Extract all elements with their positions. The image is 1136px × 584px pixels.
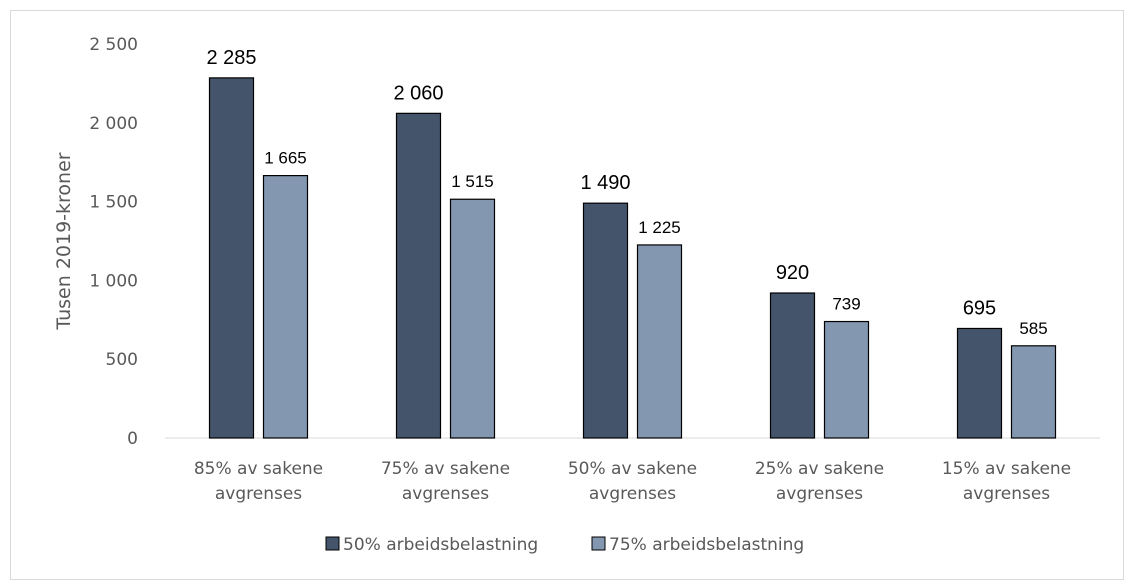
x-tick-label: 75% av sakene avgrenses	[381, 459, 510, 504]
x-tick-label: 15% av sakene avgrenses	[942, 459, 1071, 504]
x-tick-label: 50% av sakene avgrenses	[568, 459, 697, 504]
bar-series2	[449, 198, 496, 439]
data-label: 739	[832, 295, 860, 314]
x-tick-label-line: avgrenses	[963, 484, 1050, 504]
data-label: 1 665	[264, 149, 307, 168]
y-tick-label: 1 000	[89, 271, 138, 291]
bar-series2	[823, 320, 870, 439]
legend-swatch	[325, 536, 340, 551]
legend-label: 75% arbeidsbelastning	[609, 535, 804, 555]
data-label: 695	[963, 297, 996, 319]
y-tick-label: 1 500	[89, 193, 138, 213]
data-label: 2 285	[206, 47, 256, 69]
data-label: 2 060	[393, 82, 443, 104]
y-tick-label: 500	[106, 350, 138, 370]
x-tick-label: 85% av sakene avgrenses	[194, 459, 323, 504]
x-tick-label-line: 85% av sakene	[194, 459, 323, 479]
x-tick-label-line: 25% av sakene	[755, 459, 884, 479]
bar-series2	[636, 244, 683, 439]
x-tick-label-line: avgrenses	[589, 484, 676, 504]
legend-swatch	[591, 536, 606, 551]
data-label: 1 225	[638, 218, 681, 237]
x-tick-label: 25% av sakene avgrenses	[755, 459, 884, 504]
y-tick-label: 2 000	[89, 114, 138, 134]
y-axis-title: Tusen 2019-kroner	[53, 152, 75, 330]
data-label: 920	[776, 262, 809, 284]
bar-series2	[1010, 345, 1057, 439]
x-tick-label-line: avgrenses	[215, 484, 302, 504]
data-label: 585	[1019, 319, 1047, 338]
x-tick-label-line: 15% av sakene	[942, 459, 1071, 479]
bar-series1	[956, 327, 1003, 439]
y-tick-label: 2 500	[89, 35, 138, 55]
x-tick-label-line: avgrenses	[402, 484, 489, 504]
bar-series2	[262, 174, 309, 439]
data-label: 1 490	[580, 172, 630, 194]
chart-frame	[10, 10, 1124, 580]
bar-series1	[395, 112, 442, 439]
legend-label: 50% arbeidsbelastning	[343, 535, 538, 555]
x-tick-label-line: 50% av sakene	[568, 459, 697, 479]
bar-series1	[769, 292, 816, 439]
x-tick-label-line: 75% av sakene	[381, 459, 510, 479]
x-tick-label-line: avgrenses	[776, 484, 863, 504]
bar-series1	[582, 202, 629, 439]
bar-series1	[208, 77, 255, 439]
data-label: 1 515	[451, 172, 494, 191]
y-tick-label: 0	[127, 429, 138, 449]
